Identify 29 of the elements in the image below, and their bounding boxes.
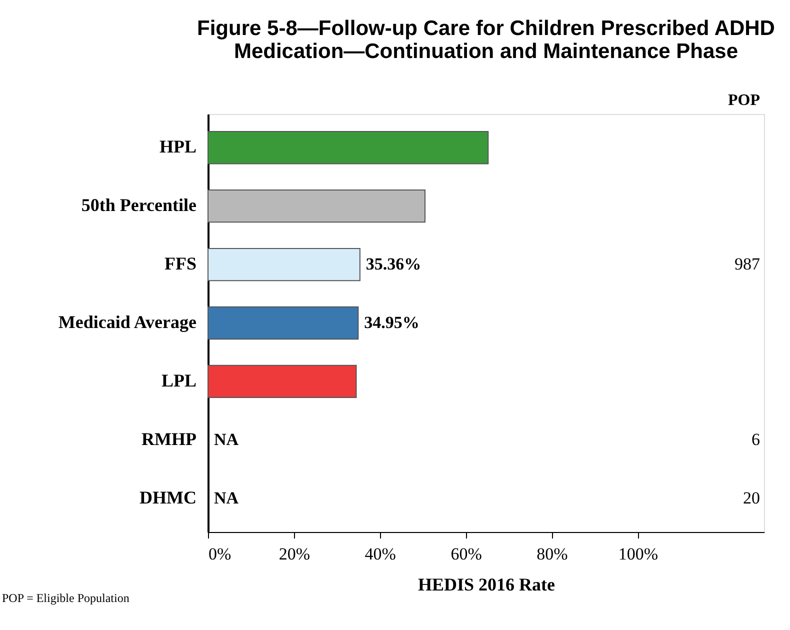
annotation: 20 <box>743 488 760 508</box>
chart-title: Figure 5-8—Follow-up Care for Children Prescribed ADHD Medication—Continuation and Maintenance Phase <box>197 17 775 63</box>
text: POP = Eligible Population <box>2 591 130 605</box>
y-tick-label: 50th Percentile <box>81 195 196 216</box>
y-tick-label: FFS <box>164 254 196 274</box>
y-tick-label: HPL <box>159 136 196 157</box>
x-tick-label: 20% <box>278 544 310 564</box>
y-tick-label: DHMC <box>140 487 196 508</box>
data-label: 34.95% <box>364 313 420 332</box>
bar <box>208 131 489 164</box>
y-tick-label: LPL <box>161 370 196 390</box>
x-tick-label: 40% <box>364 544 396 564</box>
y-tick-label: RMHP <box>142 428 197 449</box>
bar <box>208 190 426 223</box>
text: POP <box>728 92 760 109</box>
x-axis-title: HEDIS 2016 Rate <box>418 574 556 594</box>
bar <box>208 364 357 398</box>
data-label: 35.36% <box>366 254 422 274</box>
bar <box>208 248 360 282</box>
annotation: 987 <box>734 254 760 274</box>
x-tick-label: 100% <box>618 544 658 564</box>
text: NA <box>214 430 239 449</box>
bar <box>208 306 359 340</box>
y-tick-label: Medicaid Average <box>58 312 196 332</box>
annotation: 6 <box>752 430 760 449</box>
text: NA <box>214 488 239 508</box>
x-tick-label: 60% <box>450 544 482 564</box>
x-tick-label: 80% <box>536 544 568 564</box>
x-tick-label: 0% <box>208 544 232 564</box>
